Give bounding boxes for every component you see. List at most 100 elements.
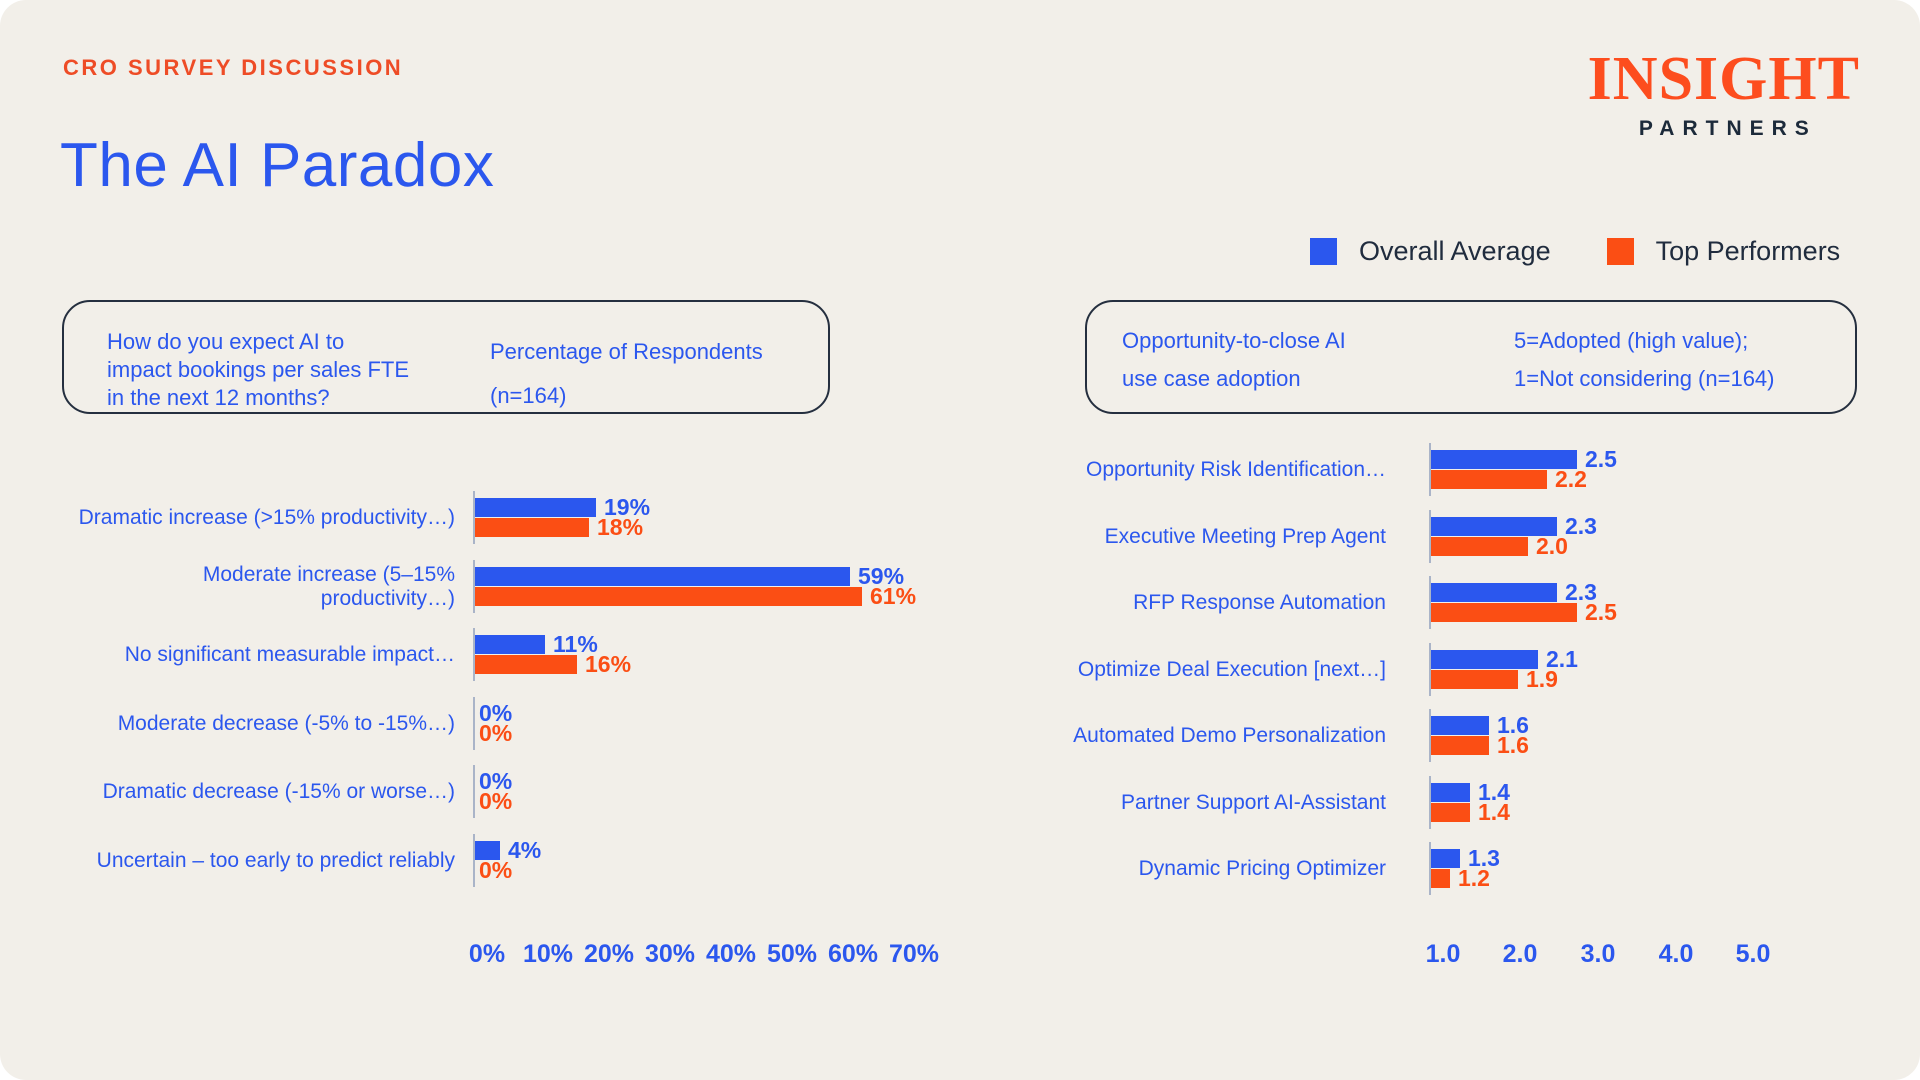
value-label-top-performers: 16%: [585, 651, 632, 677]
value-label-top-performers: 0%: [479, 720, 513, 746]
value-label-top-performers: 61%: [870, 583, 917, 609]
value-label-top-performers: 0%: [479, 788, 513, 814]
note-line: 5=Adopted (high value);: [1514, 328, 1749, 353]
question-text: How do you expect AI to impact bookings …: [64, 302, 490, 412]
x-axis-label: 10%: [522, 940, 574, 968]
x-axis-label: 2.0: [1502, 940, 1538, 968]
x-axis-label: 40%: [705, 940, 757, 968]
question-line: in the next 12 months?: [107, 385, 330, 410]
value-label-overall-average: 2.3: [1565, 513, 1597, 539]
value-label-top-performers: 2.2: [1555, 466, 1587, 492]
axis-tick-line: [1429, 709, 1431, 762]
x-axis-label: 1.0: [1425, 940, 1461, 968]
insight-partners-logo: INSIGHT PARTNERS: [1588, 48, 1860, 141]
value-label-overall-average: 4%: [508, 837, 542, 863]
legend-item-top-performers: Top Performers: [1606, 236, 1841, 267]
bar-overall-average: [475, 498, 596, 517]
category-label: Opportunity Risk Identification…: [1086, 458, 1386, 481]
x-axis-label: 60%: [827, 940, 879, 968]
category-label: Moderate increase (5–15% productivity…): [202, 563, 455, 610]
bar-top-performers: [1431, 869, 1450, 888]
bar-top-performers: [1431, 470, 1547, 489]
question-text: Opportunity-to-close AI use case adoptio…: [1087, 302, 1514, 412]
logo-partners-label: PARTNERS: [1638, 117, 1817, 140]
bar-overall-average: [1431, 650, 1538, 669]
question-line: Opportunity-to-close AI: [1122, 328, 1346, 353]
legend-label: Top Performers: [1655, 236, 1841, 266]
category-label: Partner Support AI-Assistant: [1121, 791, 1386, 814]
value-label-overall-average: 19%: [604, 494, 651, 520]
x-axis-label: 30%: [644, 940, 696, 968]
axis-tick-line: [1429, 510, 1431, 563]
category-label: Optimize Deal Execution [next…]: [1077, 658, 1386, 681]
axis-tick-line: [1429, 842, 1431, 895]
axis-tick-line: [1429, 776, 1431, 829]
axis-tick-line: [473, 765, 475, 818]
bar-overall-average: [1431, 716, 1489, 735]
bar-top-performers: [1431, 736, 1489, 755]
note-line: Percentage of Respondents: [490, 339, 763, 364]
value-label-top-performers: 1.2: [1458, 865, 1490, 891]
question-line: use case adoption: [1122, 366, 1301, 391]
axis-tick-line: [473, 697, 475, 750]
category-label: Automated Demo Personalization: [1073, 724, 1386, 747]
question-box-bookings: How do you expect AI to impact bookings …: [62, 300, 830, 414]
bar-overall-average: [1431, 849, 1460, 868]
axis-note: Percentage of Respondents (n=164): [490, 302, 763, 412]
bar-overall-average: [1431, 783, 1470, 802]
logo-wordmark: INSIGHT: [1587, 45, 1860, 113]
bar-overall-average: [1431, 517, 1557, 536]
value-label-overall-average: 1.4: [1478, 779, 1510, 805]
x-axis-label: 5.0: [1735, 940, 1771, 968]
bar-overall-average: [475, 567, 850, 586]
value-label-top-performers: 2.5: [1585, 599, 1617, 625]
note-line: 1=Not considering (n=164): [1514, 366, 1775, 391]
question-line: impact bookings per sales FTE: [107, 357, 410, 382]
bar-top-performers: [475, 655, 577, 674]
bar-overall-average: [475, 635, 545, 654]
value-label-top-performers: 1.9: [1526, 666, 1558, 692]
overall-average-swatch: [1310, 238, 1337, 265]
bar-overall-average: [1431, 583, 1557, 602]
value-label-top-performers: 2.0: [1536, 533, 1568, 559]
scale-note: 5=Adopted (high value); 1=Not considerin…: [1514, 302, 1775, 412]
kicker: CRO SURVEY DISCUSSION: [63, 55, 404, 80]
bar-top-performers: [475, 587, 862, 606]
axis-tick-line: [473, 628, 475, 681]
axis-tick-line: [1429, 643, 1431, 696]
bar-top-performers: [1431, 537, 1528, 556]
chart-legend: Overall Average Top Performers: [1310, 236, 1840, 267]
category-label: Moderate decrease (-5% to -15%…): [117, 712, 455, 735]
note-line: (n=164): [490, 383, 567, 408]
x-axis-label: 3.0: [1580, 940, 1616, 968]
value-label-top-performers: 1.6: [1497, 732, 1529, 758]
bar-top-performers: [1431, 603, 1577, 622]
value-label-overall-average: 0%: [479, 700, 513, 726]
bar-overall-average: [1431, 450, 1577, 469]
bar-top-performers: [475, 518, 589, 537]
value-label-overall-average: 2.3: [1565, 579, 1597, 605]
legend-item-overall-average: Overall Average: [1310, 236, 1551, 267]
value-label-overall-average: 1.3: [1468, 845, 1500, 871]
category-label: Uncertain – too early to predict reliabl…: [96, 849, 455, 872]
legend-label: Overall Average: [1359, 236, 1551, 266]
category-label: Dynamic Pricing Optimizer: [1138, 857, 1386, 880]
axis-tick-line: [473, 834, 475, 887]
bar-top-performers: [1431, 670, 1518, 689]
value-label-top-performers: 18%: [597, 514, 644, 540]
page-title: The AI Paradox: [60, 131, 495, 200]
question-line: How do you expect AI to: [107, 329, 345, 354]
axis-tick-line: [473, 491, 475, 544]
category-label: Executive Meeting Prep Agent: [1104, 525, 1386, 548]
top-performers-swatch: [1606, 238, 1634, 265]
question-box-adoption: Opportunity-to-close AI use case adoptio…: [1085, 300, 1857, 414]
value-label-overall-average: 0%: [479, 768, 513, 794]
x-axis-label: 0%: [468, 940, 506, 968]
value-label-top-performers: 1.4: [1478, 799, 1510, 825]
x-axis-label: 70%: [888, 940, 940, 968]
axis-tick-line: [473, 560, 475, 613]
value-label-overall-average: 1.6: [1497, 712, 1529, 738]
x-axis-label: 20%: [583, 940, 635, 968]
value-label-overall-average: 11%: [553, 631, 598, 657]
